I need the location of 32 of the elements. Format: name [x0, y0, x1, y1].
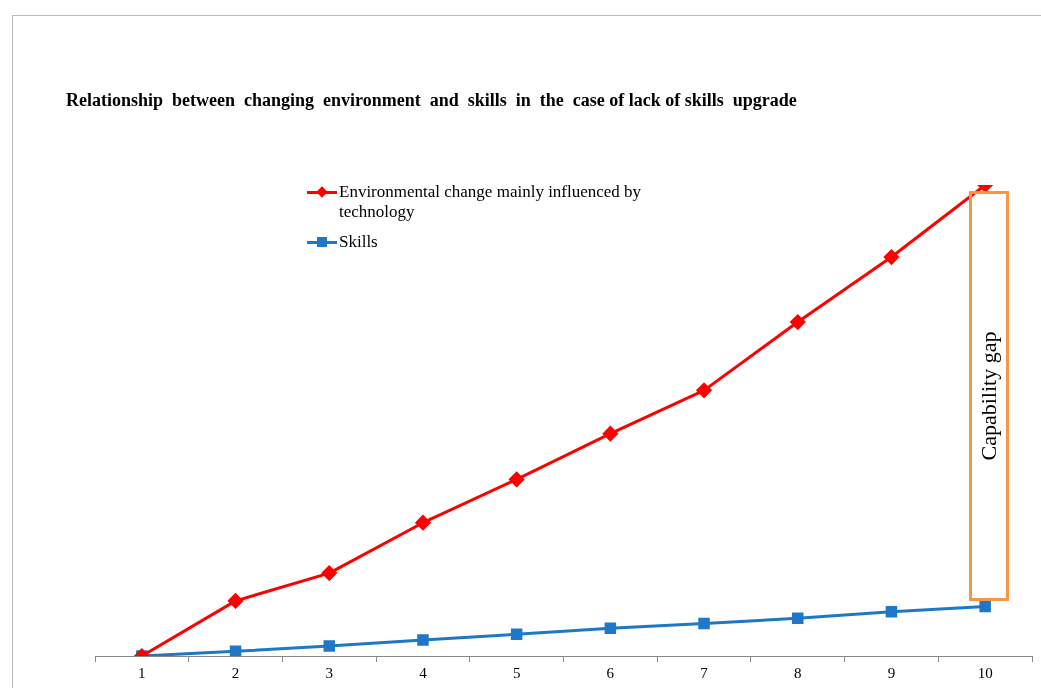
annotation: Capability gap — [976, 331, 1003, 461]
point — [321, 565, 337, 581]
point — [323, 640, 335, 652]
point — [604, 622, 617, 634]
x-tick-label: 5 — [512, 664, 521, 681]
point — [883, 249, 899, 265]
point — [415, 515, 431, 531]
x-tick-label: 3 — [325, 664, 333, 681]
point — [509, 471, 525, 487]
x-tick-label: 6 — [606, 664, 615, 681]
point — [885, 605, 898, 618]
point — [792, 612, 804, 625]
point — [696, 382, 712, 398]
chart-title: Relationship between changing environment and skills in the case of lack of skills upgrade — [66, 90, 797, 111]
x-tick-label: 8 — [794, 664, 802, 681]
point — [979, 600, 991, 613]
x-tick-label: 7 — [700, 664, 709, 681]
point — [417, 634, 429, 646]
x-tick-label: 1 — [138, 664, 146, 681]
x-tick-label: 2 — [231, 664, 240, 681]
point — [510, 628, 523, 641]
legend-label: Skills — [339, 232, 378, 252]
legend-label: Environmental change mainly influenced by technology — [339, 182, 643, 222]
point — [790, 314, 806, 330]
point — [602, 426, 618, 442]
point — [698, 617, 710, 630]
x-tick-label: 4 — [419, 664, 428, 681]
point — [229, 645, 242, 656]
x-tick-label: 9 — [887, 664, 896, 681]
x-tick-label: 10 — [977, 664, 993, 681]
point — [228, 593, 244, 609]
outline-box: Capability gap — [969, 191, 1010, 601]
